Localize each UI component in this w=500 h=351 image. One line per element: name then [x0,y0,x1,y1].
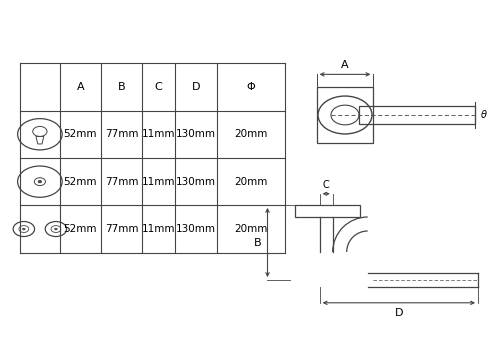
Text: 77mm: 77mm [104,129,138,139]
Text: 11mm: 11mm [142,129,175,139]
Bar [295,205,360,217]
Text: 11mm: 11mm [142,177,175,187]
Text: A: A [76,82,84,92]
Text: 77mm: 77mm [104,177,138,187]
Text: D: D [394,308,403,318]
Text: Φ: Φ [247,82,256,92]
Text: 20mm: 20mm [234,129,268,139]
Text: 130mm: 130mm [176,129,216,139]
Text: 11mm: 11mm [142,224,175,234]
Text: C: C [154,82,162,92]
Text: B: B [254,238,262,247]
Text: 20mm: 20mm [234,177,268,187]
Text: 130mm: 130mm [176,177,216,187]
Text: C: C [323,180,330,190]
Text: θ: θ [481,110,487,120]
Circle shape [38,180,42,183]
Text: 77mm: 77mm [104,224,138,234]
Text: B: B [118,82,125,92]
Text: 52mm: 52mm [64,224,97,234]
Text: 20mm: 20mm [234,224,268,234]
Text: A: A [341,60,349,70]
Circle shape [54,228,57,230]
Text: D: D [192,82,200,92]
Bar [316,87,374,143]
Text: 130mm: 130mm [176,224,216,234]
Circle shape [22,228,25,230]
Text: 52mm: 52mm [64,129,97,139]
Bar [359,106,475,124]
Text: 52mm: 52mm [64,177,97,187]
